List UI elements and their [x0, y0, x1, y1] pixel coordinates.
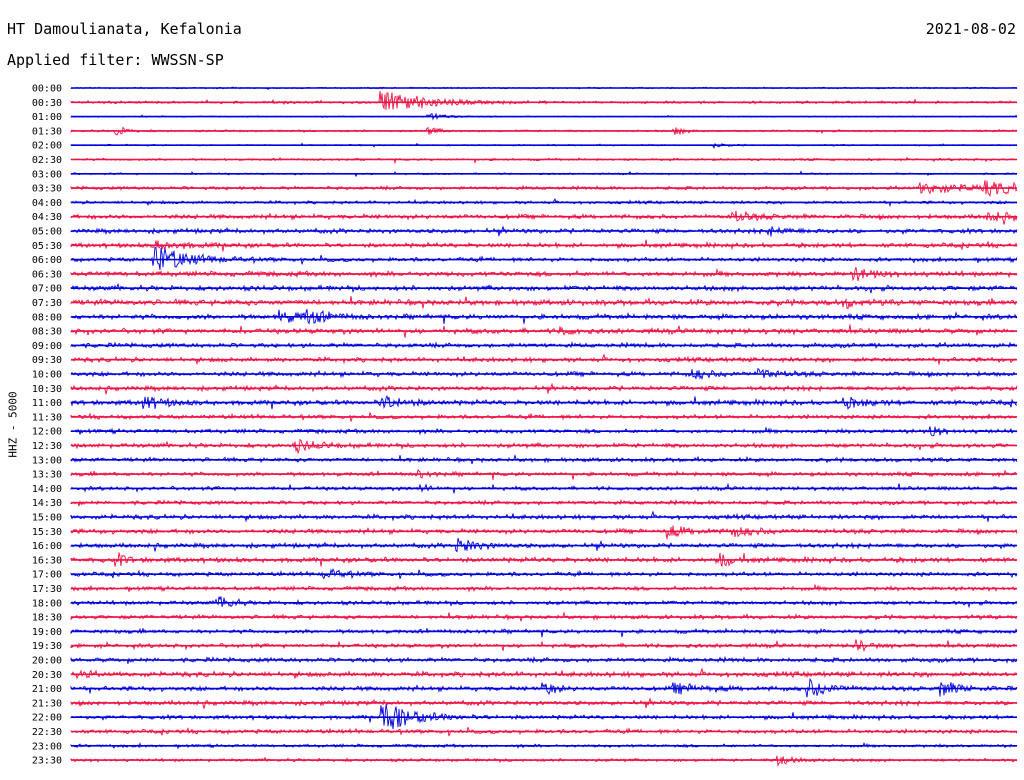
row-time-label: 22:30 — [32, 727, 62, 738]
row-time-label: 00:30 — [32, 98, 62, 109]
row-time-label: 01:30 — [32, 126, 62, 137]
row-time-label: 15:30 — [32, 527, 62, 538]
trace-line — [70, 525, 1018, 540]
trace-line — [70, 246, 1018, 270]
row-time-label: 16:00 — [32, 541, 62, 552]
row-time-label: 14:00 — [32, 484, 62, 495]
trace-line — [70, 627, 1018, 638]
row-time-label: 05:30 — [32, 241, 62, 252]
row-time-label: 18:00 — [32, 598, 62, 609]
trace-line — [70, 469, 1018, 480]
row-time-label: 21:00 — [32, 684, 62, 695]
row-time-label: 14:30 — [32, 498, 62, 509]
row-time-label: 08:00 — [32, 312, 62, 323]
row-time-label: 20:00 — [32, 656, 62, 667]
row-time-label: 04:00 — [32, 198, 62, 209]
row-time-label: 19:00 — [32, 627, 62, 638]
row-time-label: 21:30 — [32, 698, 62, 709]
row-time-label: 07:30 — [32, 298, 62, 309]
row-time-label: 10:30 — [32, 384, 62, 395]
trace-line — [70, 382, 1018, 395]
row-time-label: 15:00 — [32, 513, 62, 524]
row-time-label: 11:30 — [32, 412, 62, 423]
row-time-label: 18:30 — [32, 613, 62, 624]
row-time-label: 17:30 — [32, 584, 62, 595]
row-time-label: 07:00 — [32, 284, 62, 295]
trace-line — [70, 210, 1018, 225]
row-time-label: 08:30 — [32, 327, 62, 338]
filter-label: Applied filter: WWSSN-SP — [7, 51, 224, 69]
row-time-label: 23:30 — [32, 756, 62, 767]
row-time-label: 05:00 — [32, 227, 62, 238]
row-time-label: 11:00 — [32, 398, 62, 409]
trace-line — [70, 90, 1018, 110]
row-time-label: 06:00 — [32, 255, 62, 266]
row-time-label: 01:00 — [32, 112, 62, 123]
row-time-label: 13:30 — [32, 470, 62, 481]
row-time-label: 06:30 — [32, 269, 62, 280]
station-title: HT Damoulianata, Kefalonia — [7, 20, 242, 38]
row-time-label: 02:00 — [32, 141, 62, 152]
row-time-label: 04:30 — [32, 212, 62, 223]
row-time-label: 22:00 — [32, 713, 62, 724]
date-label: 2021-08-02 — [925, 20, 1016, 38]
row-time-label: 12:30 — [32, 441, 62, 452]
row-time-label: 09:00 — [32, 341, 62, 352]
row-time-label: 03:30 — [32, 184, 62, 195]
row-time-label: 20:30 — [32, 670, 62, 681]
trace-line — [70, 596, 1018, 609]
row-time-label: 13:00 — [32, 455, 62, 466]
row-time-label: 00:00 — [32, 84, 62, 95]
row-time-label: 09:30 — [32, 355, 62, 366]
row-time-label: 23:00 — [32, 741, 62, 752]
row-time-label: 19:30 — [32, 641, 62, 652]
row-time-label: 10:00 — [32, 370, 62, 381]
row-time-label: 12:00 — [32, 427, 62, 438]
row-time-label: 02:30 — [32, 155, 62, 166]
row-time-label: 16:30 — [32, 555, 62, 566]
trace-line — [70, 537, 1017, 553]
row-time-label: 03:00 — [32, 169, 62, 180]
row-time-label: 17:00 — [32, 570, 62, 581]
